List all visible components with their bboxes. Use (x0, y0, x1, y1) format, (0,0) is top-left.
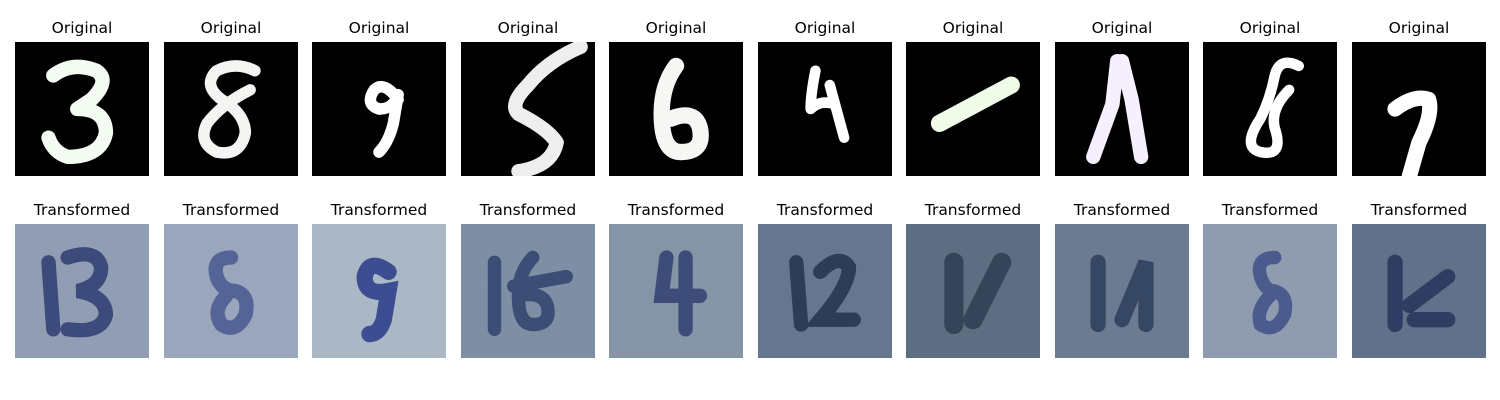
panel-title: Original (51, 19, 113, 37)
panel-title: Transformed (1073, 201, 1171, 219)
original-digit-image (1203, 42, 1337, 176)
panel-title: Original (1239, 19, 1301, 37)
original-digit-image (312, 42, 446, 176)
panel-title: Original (942, 19, 1004, 37)
panel-title: Original (1091, 19, 1153, 37)
original-digit-image (906, 42, 1040, 176)
panel-title: Original (497, 19, 559, 37)
panel-title: Original (794, 19, 856, 37)
panel-title: Original (645, 19, 707, 37)
panel-title: Transformed (627, 201, 725, 219)
panel-title: Original (1388, 19, 1450, 37)
panel-title: Transformed (924, 201, 1022, 219)
transformed-digit-image (1055, 224, 1189, 358)
original-digit-image (609, 42, 743, 176)
transformed-digit-image (609, 224, 743, 358)
original-digit-image (15, 42, 149, 176)
transformed-digit-image (1352, 224, 1486, 358)
original-digit-image (758, 42, 892, 176)
panel-title: Transformed (776, 201, 874, 219)
transformed-digit-image (906, 224, 1040, 358)
panel-title: Original (200, 19, 262, 37)
panel-title: Transformed (479, 201, 577, 219)
original-digit-image (1352, 42, 1486, 176)
original-digit-image (164, 42, 298, 176)
panel-title: Transformed (1221, 201, 1319, 219)
transformed-digit-image (164, 224, 298, 358)
transformed-digit-image (15, 224, 149, 358)
panel-title: Transformed (33, 201, 131, 219)
panel-title: Transformed (1370, 201, 1468, 219)
transformed-digit-image (758, 224, 892, 358)
panel-title: Transformed (182, 201, 280, 219)
transformed-digit-image (1203, 224, 1337, 358)
original-digit-image (1055, 42, 1189, 176)
panel-title: Transformed (330, 201, 428, 219)
original-digit-image (461, 42, 595, 176)
transformed-digit-image (312, 224, 446, 358)
transformed-digit-image (461, 224, 595, 358)
panel-title: Original (348, 19, 410, 37)
